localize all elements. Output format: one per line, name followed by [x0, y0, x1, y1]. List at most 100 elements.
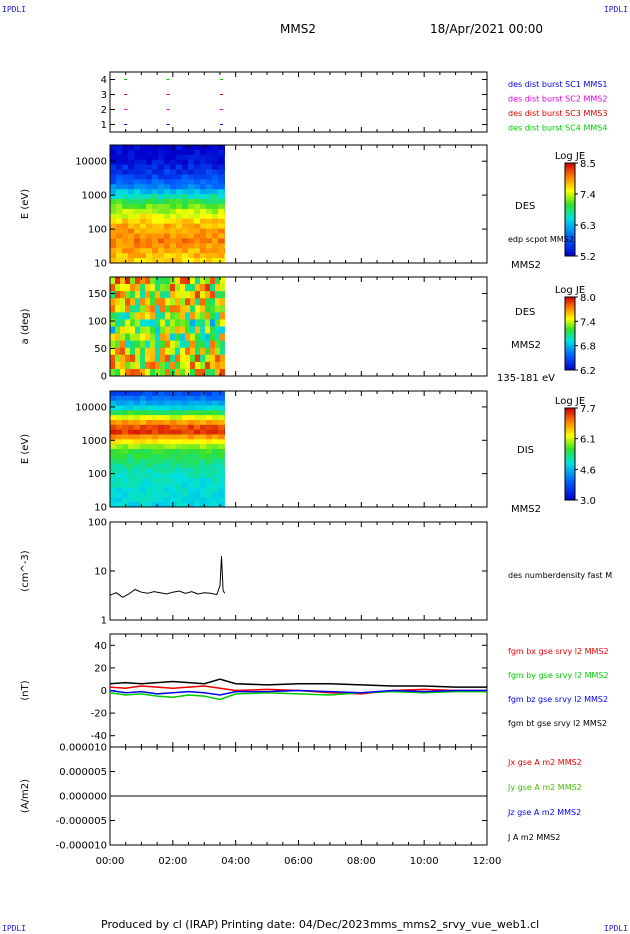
dis-energy-spectrogram-cell	[146, 497, 153, 503]
des-pitch-angle-spectrogram-cell	[210, 298, 216, 306]
des-pitch-angle-spectrogram-cell	[190, 298, 196, 306]
dis-energy-spectrogram-cell	[152, 429, 159, 435]
des-energy-spectrogram-cell	[140, 248, 147, 254]
des-energy-spectrogram-cell	[134, 145, 141, 151]
des-pitch-angle-spectrogram-cell	[195, 354, 201, 363]
des-energy-spectrogram-cell	[152, 199, 159, 205]
des-energy-spectrogram-cell	[116, 233, 123, 239]
des-energy-spectrogram-cell	[182, 184, 189, 190]
dis-energy-spectrogram-cell	[194, 487, 201, 493]
dis-energy-spectrogram-cell	[200, 429, 207, 435]
dis-energy-spectrogram-cell	[206, 439, 213, 445]
des-energy-spectrogram-cell	[122, 159, 129, 165]
dis-energy-spectrogram-cell	[158, 410, 165, 416]
des-pitch-angle-spectrogram-cell	[180, 319, 186, 327]
dis-energy-spectrogram-cell	[200, 439, 207, 445]
des-energy-spectrogram-cell	[128, 238, 135, 244]
des-pitch-angle-spectrogram-cell	[110, 326, 116, 334]
dis-energy-spectrogram-cell	[200, 434, 207, 440]
des-pitch-angle-spectrogram-cell	[190, 312, 196, 320]
des-energy-spectrogram-cell	[170, 233, 177, 239]
des-energy-spectrogram-cell	[218, 149, 225, 156]
dis-energy-spectrogram-cell	[128, 502, 135, 508]
des-energy-right-label: DES	[515, 201, 535, 212]
dis-energy-spectrogram-cell	[152, 502, 159, 508]
dis-energy-spectrogram-cell	[122, 424, 129, 430]
dis-energy-spectrogram-cell	[170, 444, 177, 450]
des-energy-spectrogram-cell	[128, 184, 135, 190]
dis-energy-spectrogram-cell	[176, 395, 183, 401]
des-energy-spectrogram-cell	[128, 258, 135, 264]
dis-energy-spectrogram-cell	[182, 458, 189, 464]
des-energy-spectrogram-cell	[140, 184, 147, 190]
des-energy-spectrogram-cell	[110, 189, 117, 195]
dis-energy-spectrogram-cell	[194, 405, 201, 411]
dis-energy-spectrogram-cell	[110, 391, 117, 397]
dis-energy-spectrogram-cell	[182, 420, 189, 426]
dis-energy-spectrogram-cell	[170, 405, 177, 411]
des-energy-spectrogram-cell	[152, 184, 159, 190]
dis-energy-spectrogram-cell	[200, 492, 207, 498]
des-energy-spectrogram-cell	[200, 194, 207, 200]
des-pitch-angle-spectrogram-cell	[160, 298, 166, 306]
des-energy-spectrogram-cell	[206, 184, 213, 190]
des-energy-spectrogram-cell	[212, 159, 219, 165]
des-pitch-angle-spectrogram-cell	[195, 340, 201, 349]
des-pitch-angle-spectrogram-cell	[220, 326, 225, 334]
current-legend-entry: Jx gse A m2 MMS2	[507, 758, 582, 767]
dis-energy-spectrogram-cell	[188, 502, 195, 508]
des-energy-spectrogram-cell	[170, 248, 177, 254]
dis-energy-spectrogram-cell	[134, 478, 141, 484]
dis-energy-spectrogram-cell	[182, 478, 189, 484]
des-pitch-angle-spectrogram-cell	[205, 361, 211, 370]
des-energy-spectrogram-cell	[224, 194, 225, 200]
density-panel-y-tick-label: 1	[101, 616, 107, 627]
des-energy-spectrogram-cell	[146, 145, 153, 151]
dis-energy-spectrogram-cell	[158, 453, 165, 459]
des-energy-spectrogram-cell	[158, 154, 165, 161]
des-energy-spectrogram-cell	[152, 253, 159, 259]
des-pitch-angle-spectrogram-cell	[215, 291, 221, 299]
des-energy-spectrogram-cell	[116, 154, 123, 161]
dis-energy-spectrogram-cell	[134, 420, 141, 426]
dis-energy-spectrogram-cell	[158, 473, 165, 479]
dis-energy-spectrogram-cell	[152, 434, 159, 440]
des-energy-spectrogram-cell	[140, 228, 147, 234]
des-energy-spectrogram-cell	[164, 179, 171, 185]
des-energy-spectrogram-cell	[200, 184, 207, 190]
des-energy-spectrogram-cell	[206, 238, 213, 244]
dis-energy-spectrogram-cell	[110, 400, 117, 406]
dis-energy-spectrogram-cell	[194, 434, 201, 440]
dis-energy-spectrogram-cell	[122, 429, 129, 435]
des-energy-spectrogram-cell	[206, 213, 213, 220]
des-pitch-angle-spectrogram-colorbar-tick-label: 6.2	[580, 366, 596, 377]
des-pitch-angle-spectrogram-cell	[205, 319, 211, 327]
des-energy-spectrogram-cell	[194, 253, 201, 259]
des-energy-spectrogram-cell	[218, 145, 225, 151]
dis-energy-spectrogram-cell	[212, 400, 219, 406]
des-pitch-angle-spectrogram-cell	[130, 284, 136, 292]
dis-energy-spectrogram-cell	[182, 400, 189, 406]
pitch-angle-energy-range-label: 135-181 eV	[497, 373, 555, 384]
dis-energy-spectrogram-cell	[218, 478, 225, 484]
des-pitch-angle-spectrogram-cell	[135, 368, 141, 377]
des-energy-spectrogram-cell	[212, 228, 219, 234]
des-pitch-angle-spectrogram-cell	[125, 298, 131, 306]
dis-energy-spectrogram-cell	[110, 415, 117, 421]
dis-energy-spectrogram-cell	[128, 487, 135, 493]
dis-energy-spectrogram-cell	[176, 400, 183, 406]
des-pitch-angle-spectrogram-cell	[110, 319, 116, 327]
des-energy-spectrogram-cell	[212, 208, 219, 215]
des-energy-spectrogram-cell	[182, 145, 189, 151]
des-energy-spectrogram-cell	[122, 199, 129, 205]
dis-energy-spectrogram-cell	[128, 410, 135, 416]
des-energy-spectrogram-cell	[194, 179, 201, 185]
des-energy-spectrogram-cell	[140, 194, 147, 200]
dis-energy-spectrogram-colorbar-tick-label: 3.0	[580, 496, 596, 507]
corner-label-top-right: IPDLI	[603, 5, 628, 14]
dis-energy-spectrogram-cell	[164, 439, 171, 445]
des-energy-spectrogram-cell	[188, 159, 195, 165]
des-energy-spectrogram-cell	[152, 169, 159, 175]
des-energy-spectrogram-cell	[176, 204, 183, 210]
des-energy-spectrogram-cell	[116, 199, 123, 205]
